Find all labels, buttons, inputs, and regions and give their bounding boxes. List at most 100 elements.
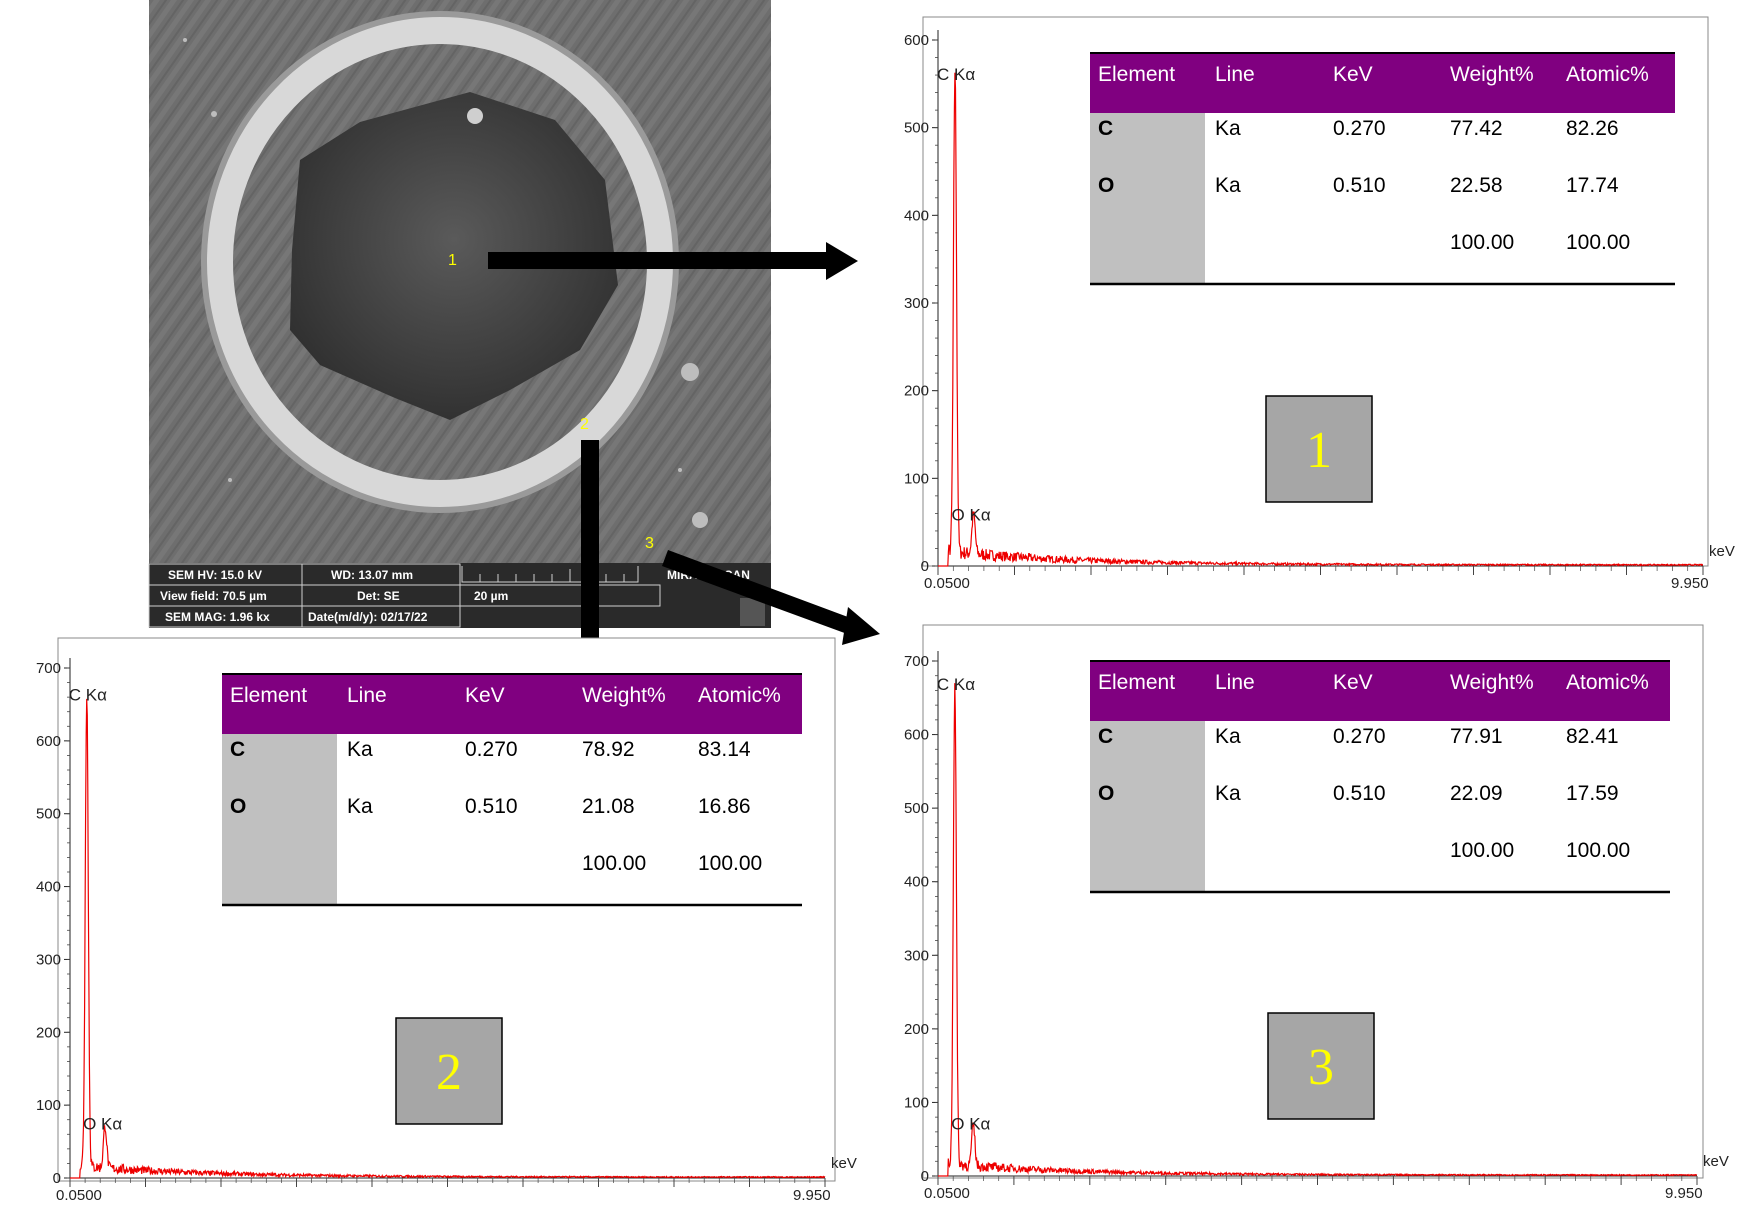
sem-hv-text: SEM HV: 15.0 kV	[168, 568, 262, 582]
y-tick-label: 700	[36, 660, 61, 677]
x-unit-label: keV	[1709, 543, 1735, 560]
table-cell: 82.26	[1566, 117, 1619, 140]
sem-micrograph: 1 2 3 SEM HV: 15.0 kV WD: 13.07 mm MIRA …	[149, 0, 771, 628]
y-tick-label: 300	[904, 947, 929, 964]
table-cell: Ka	[347, 795, 373, 818]
table-cell: 0.270	[1333, 725, 1386, 748]
y-tick-label: 0	[921, 558, 929, 575]
table-header-cell: Weight%	[1450, 63, 1534, 86]
table-cell: 21.08	[582, 795, 635, 818]
spectrum-panel-1: 0 100 200 300 400 500 600 C Kα O Kα 0.0500 9.9…	[904, 17, 1735, 592]
table-cell: 17.59	[1566, 782, 1619, 805]
table-element-cell: C	[1098, 725, 1113, 748]
marker-box: 2	[396, 1018, 502, 1124]
table-cell: 100.00	[1566, 231, 1630, 254]
table-header-cell: Atomic%	[1566, 671, 1649, 694]
table-cell: Ka	[1215, 117, 1241, 140]
x-tick-label-min: 0.0500	[924, 575, 970, 592]
figure-canvas: 1 2 3 SEM HV: 15.0 kV WD: 13.07 mm MIRA …	[0, 0, 1748, 1213]
point-label-1: 1	[448, 252, 457, 269]
table-cell: 0.270	[1333, 117, 1386, 140]
table-cell: Ka	[1215, 782, 1241, 805]
table-header-cell: Line	[1215, 671, 1255, 694]
pit-particle	[467, 108, 483, 124]
sem-scalebar-text: 20 µm	[474, 589, 508, 603]
marker-number: 3	[1308, 1039, 1334, 1096]
table-header-cell: Weight%	[582, 684, 666, 707]
sem-detector-text: Det: SE	[357, 589, 400, 603]
y-tick-label: 700	[904, 653, 929, 670]
y-tick-label: 300	[36, 951, 61, 968]
table-cell: 78.92	[582, 738, 635, 761]
table-cell: Ka	[347, 738, 373, 761]
y-tick-label: 300	[904, 295, 929, 312]
sem-info-bar: SEM HV: 15.0 kV WD: 13.07 mm MIRA TESCAN…	[149, 563, 771, 628]
y-tick-label: 100	[36, 1097, 61, 1114]
table-header-cell: KeV	[1333, 63, 1373, 86]
point-label-3: 3	[645, 535, 654, 552]
y-tick-label: 200	[904, 383, 929, 400]
table-cell: Ka	[1215, 174, 1241, 197]
table-element-cell: O	[1098, 782, 1114, 805]
table-cell: 100.00	[1450, 231, 1514, 254]
table-cell: 82.41	[1566, 725, 1619, 748]
point-label-2: 2	[580, 416, 589, 433]
table-header-cell: Line	[347, 684, 387, 707]
sem-mag-text: SEM MAG: 1.96 kx	[165, 610, 270, 624]
x-unit-label: keV	[831, 1155, 857, 1172]
table-cell: 17.74	[1566, 174, 1619, 197]
x-unit-label: keV	[1703, 1153, 1729, 1170]
y-tick-label: 200	[36, 1024, 61, 1041]
table-cell: 100.00	[582, 852, 646, 875]
table-header-cell: KeV	[465, 684, 505, 707]
y-tick-label: 600	[904, 32, 929, 49]
marker-box: 3	[1268, 1013, 1374, 1119]
table-cell: 0.510	[465, 795, 518, 818]
y-tick-label: 600	[36, 733, 61, 750]
y-tick-label: 500	[904, 120, 929, 137]
table-cell: 83.14	[698, 738, 751, 761]
y-tick-label: 200	[904, 1021, 929, 1038]
table-cell: 0.270	[465, 738, 518, 761]
sem-viewfield-text: View field: 70.5 µm	[160, 589, 267, 603]
table-cell: 16.86	[698, 795, 751, 818]
table-element-cell: O	[1098, 174, 1114, 197]
y-tick-label: 400	[904, 207, 929, 224]
peak-label-o-ka: O Kα	[952, 506, 991, 525]
table-cell: Ka	[1215, 725, 1241, 748]
peak-label-c-ka: C Kα	[937, 65, 975, 84]
x-axis	[938, 566, 1703, 575]
marker-number: 1	[1306, 422, 1332, 479]
sem-wd-text: WD: 13.07 mm	[331, 568, 413, 582]
y-tick-label: 100	[904, 470, 929, 487]
y-tick-label: 600	[904, 727, 929, 744]
sem-date-text: Date(m/d/y): 02/17/22	[308, 610, 428, 624]
table-element-cell: C	[230, 738, 245, 761]
y-tick-label: 500	[36, 806, 61, 823]
table-cell: 0.510	[1333, 782, 1386, 805]
y-tick-label: 500	[904, 800, 929, 817]
table-cell: 22.58	[1450, 174, 1503, 197]
table-header-cell: Element	[1098, 671, 1175, 694]
marker-box: 1	[1266, 396, 1372, 502]
y-tick-label: 100	[904, 1094, 929, 1111]
table-header-cell: Weight%	[1450, 671, 1534, 694]
table-cell: 22.09	[1450, 782, 1503, 805]
table-header-cell: Element	[1098, 63, 1175, 86]
peak-label-c-ka: C Kα	[69, 685, 107, 704]
table-cell: 77.42	[1450, 117, 1503, 140]
peak-label-c-ka: C Kα	[937, 675, 975, 694]
marker-number: 2	[436, 1044, 462, 1101]
table-cell: 100.00	[698, 852, 762, 875]
table-header-cell: KeV	[1333, 671, 1373, 694]
table-header-cell: Atomic%	[1566, 63, 1649, 86]
table-header-cell: Element	[230, 684, 307, 707]
y-tick-label: 400	[36, 879, 61, 896]
x-tick-label-min: 0.0500	[56, 1187, 102, 1204]
y-tick-label: 400	[904, 874, 929, 891]
x-tick-label-max: 9.950	[1665, 1185, 1703, 1202]
y-tick-label: 0	[53, 1170, 61, 1187]
x-tick-label-max: 9.950	[1671, 575, 1709, 592]
